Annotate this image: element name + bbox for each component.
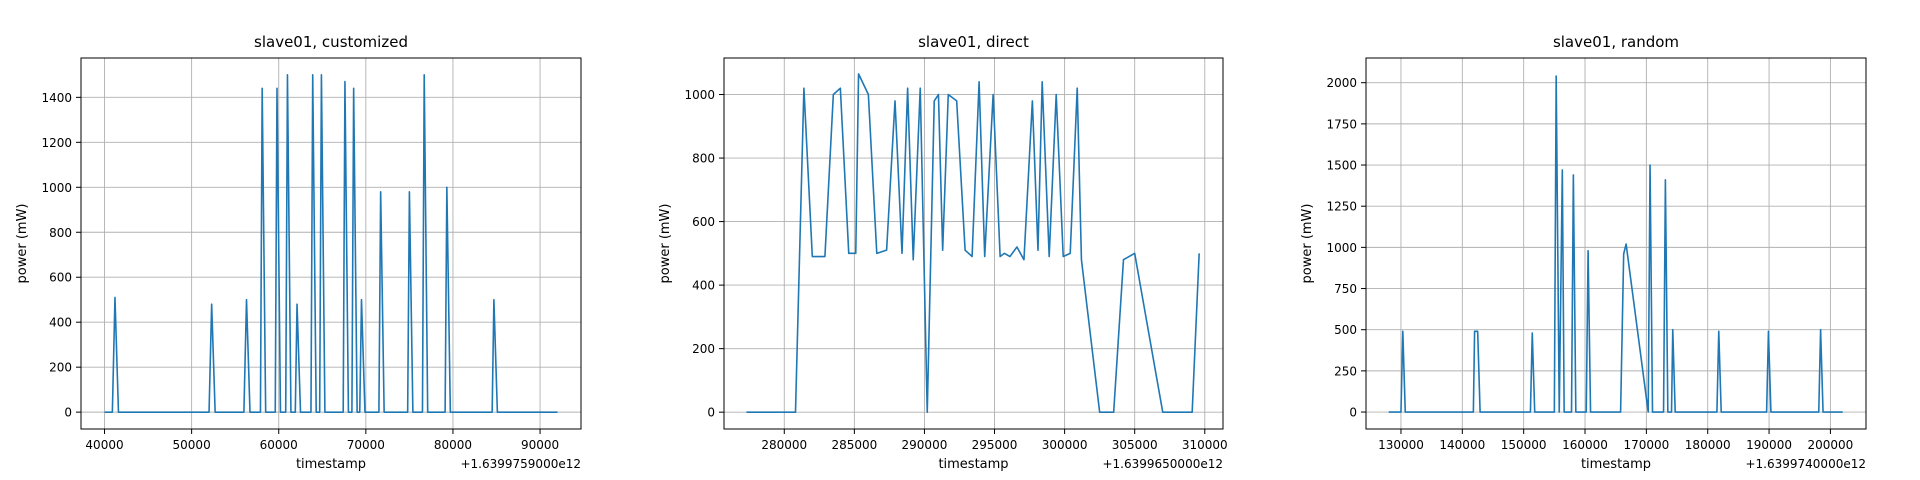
x-offset-label: +1.6399650000e12 (1102, 457, 1223, 471)
plot-frame (723, 57, 1224, 430)
x-tick-label: 290000 (902, 438, 948, 452)
chart-panel-2: 280000 285000 290000 295000 300000 305000 3100… (658, 33, 1228, 472)
y-tick-label: 400 (692, 279, 715, 293)
x-tick-label: 80000 (434, 438, 472, 452)
x-tick-label: 170000 (1623, 438, 1669, 452)
y-tick-label: 250 (1334, 364, 1357, 378)
chart-title: slave01, random (1553, 33, 1679, 51)
series-line (104, 74, 558, 413)
y-tick-label: 500 (1334, 323, 1357, 337)
x-tick-label: 90000 (521, 438, 559, 452)
y-tick-label: 1000 (684, 88, 715, 102)
x-tick-label: 160000 (1562, 438, 1608, 452)
series-line (746, 73, 1200, 413)
y-tick-label: 600 (692, 215, 715, 229)
x-axis-label: timestamp (1581, 457, 1651, 472)
x-tick-label: 285000 (831, 438, 877, 452)
x-axis-label: timestamp (296, 457, 366, 472)
x-offset-label: +1.6399740000e12 (1745, 457, 1866, 471)
x-tick-label: 70000 (347, 438, 385, 452)
plot-frame (1365, 57, 1867, 430)
y-tick-label: 750 (1334, 282, 1357, 296)
y-axis-label: power (mW) (15, 204, 30, 284)
y-tick-label: 600 (49, 271, 72, 285)
x-tick-label: 300000 (1042, 438, 1088, 452)
x-offset-label: +1.6399759000e12 (460, 457, 581, 471)
y-axis-label: power (mW) (658, 204, 673, 284)
x-tick-label: 310000 (1182, 438, 1228, 452)
y-tick-label: 800 (692, 152, 715, 166)
x-tick-label: 200000 (1808, 438, 1854, 452)
x-tick-label: 305000 (1112, 438, 1158, 452)
chart-panel-3: 130000 140000 150000 160000 170000 180000 1900… (1300, 33, 1867, 472)
x-tick-label: 280000 (761, 438, 807, 452)
series-line (1388, 75, 1843, 413)
chart-panel-1: 40000 50000 60000 70000 80000 90000 0 200 400 600… (15, 33, 582, 472)
x-tick-label: 60000 (260, 438, 298, 452)
chart-title: slave01, direct (918, 33, 1029, 51)
y-tick-label: 1750 (1326, 117, 1357, 131)
y-tick-label: 0 (64, 406, 72, 420)
y-axis-label: power (mW) (1300, 204, 1315, 284)
x-tick-label: 140000 (1439, 438, 1485, 452)
y-tick-label: 0 (707, 406, 715, 420)
y-tick-label: 1000 (41, 181, 72, 195)
x-tick-label: 40000 (85, 438, 123, 452)
y-tick-label: 1400 (41, 91, 72, 105)
plot-frame (80, 57, 582, 430)
x-tick-label: 295000 (972, 438, 1018, 452)
y-tick-label: 1250 (1326, 200, 1357, 214)
y-tick-label: 200 (49, 361, 72, 375)
y-tick-label: 800 (49, 226, 72, 240)
x-tick-label: 130000 (1378, 438, 1424, 452)
chart-title: slave01, customized (254, 33, 408, 51)
y-tick-label: 0 (1349, 406, 1357, 420)
x-tick-label: 180000 (1685, 438, 1731, 452)
y-tick-label: 400 (49, 316, 72, 330)
x-tick-label: 50000 (173, 438, 211, 452)
y-tick-label: 1200 (41, 136, 72, 150)
y-tick-label: 1500 (1326, 159, 1357, 173)
x-axis-label: timestamp (938, 457, 1008, 472)
x-tick-label: 190000 (1746, 438, 1792, 452)
y-tick-label: 2000 (1326, 76, 1357, 90)
x-tick-label: 150000 (1501, 438, 1547, 452)
y-tick-label: 200 (692, 342, 715, 356)
y-tick-label: 1000 (1326, 241, 1357, 255)
